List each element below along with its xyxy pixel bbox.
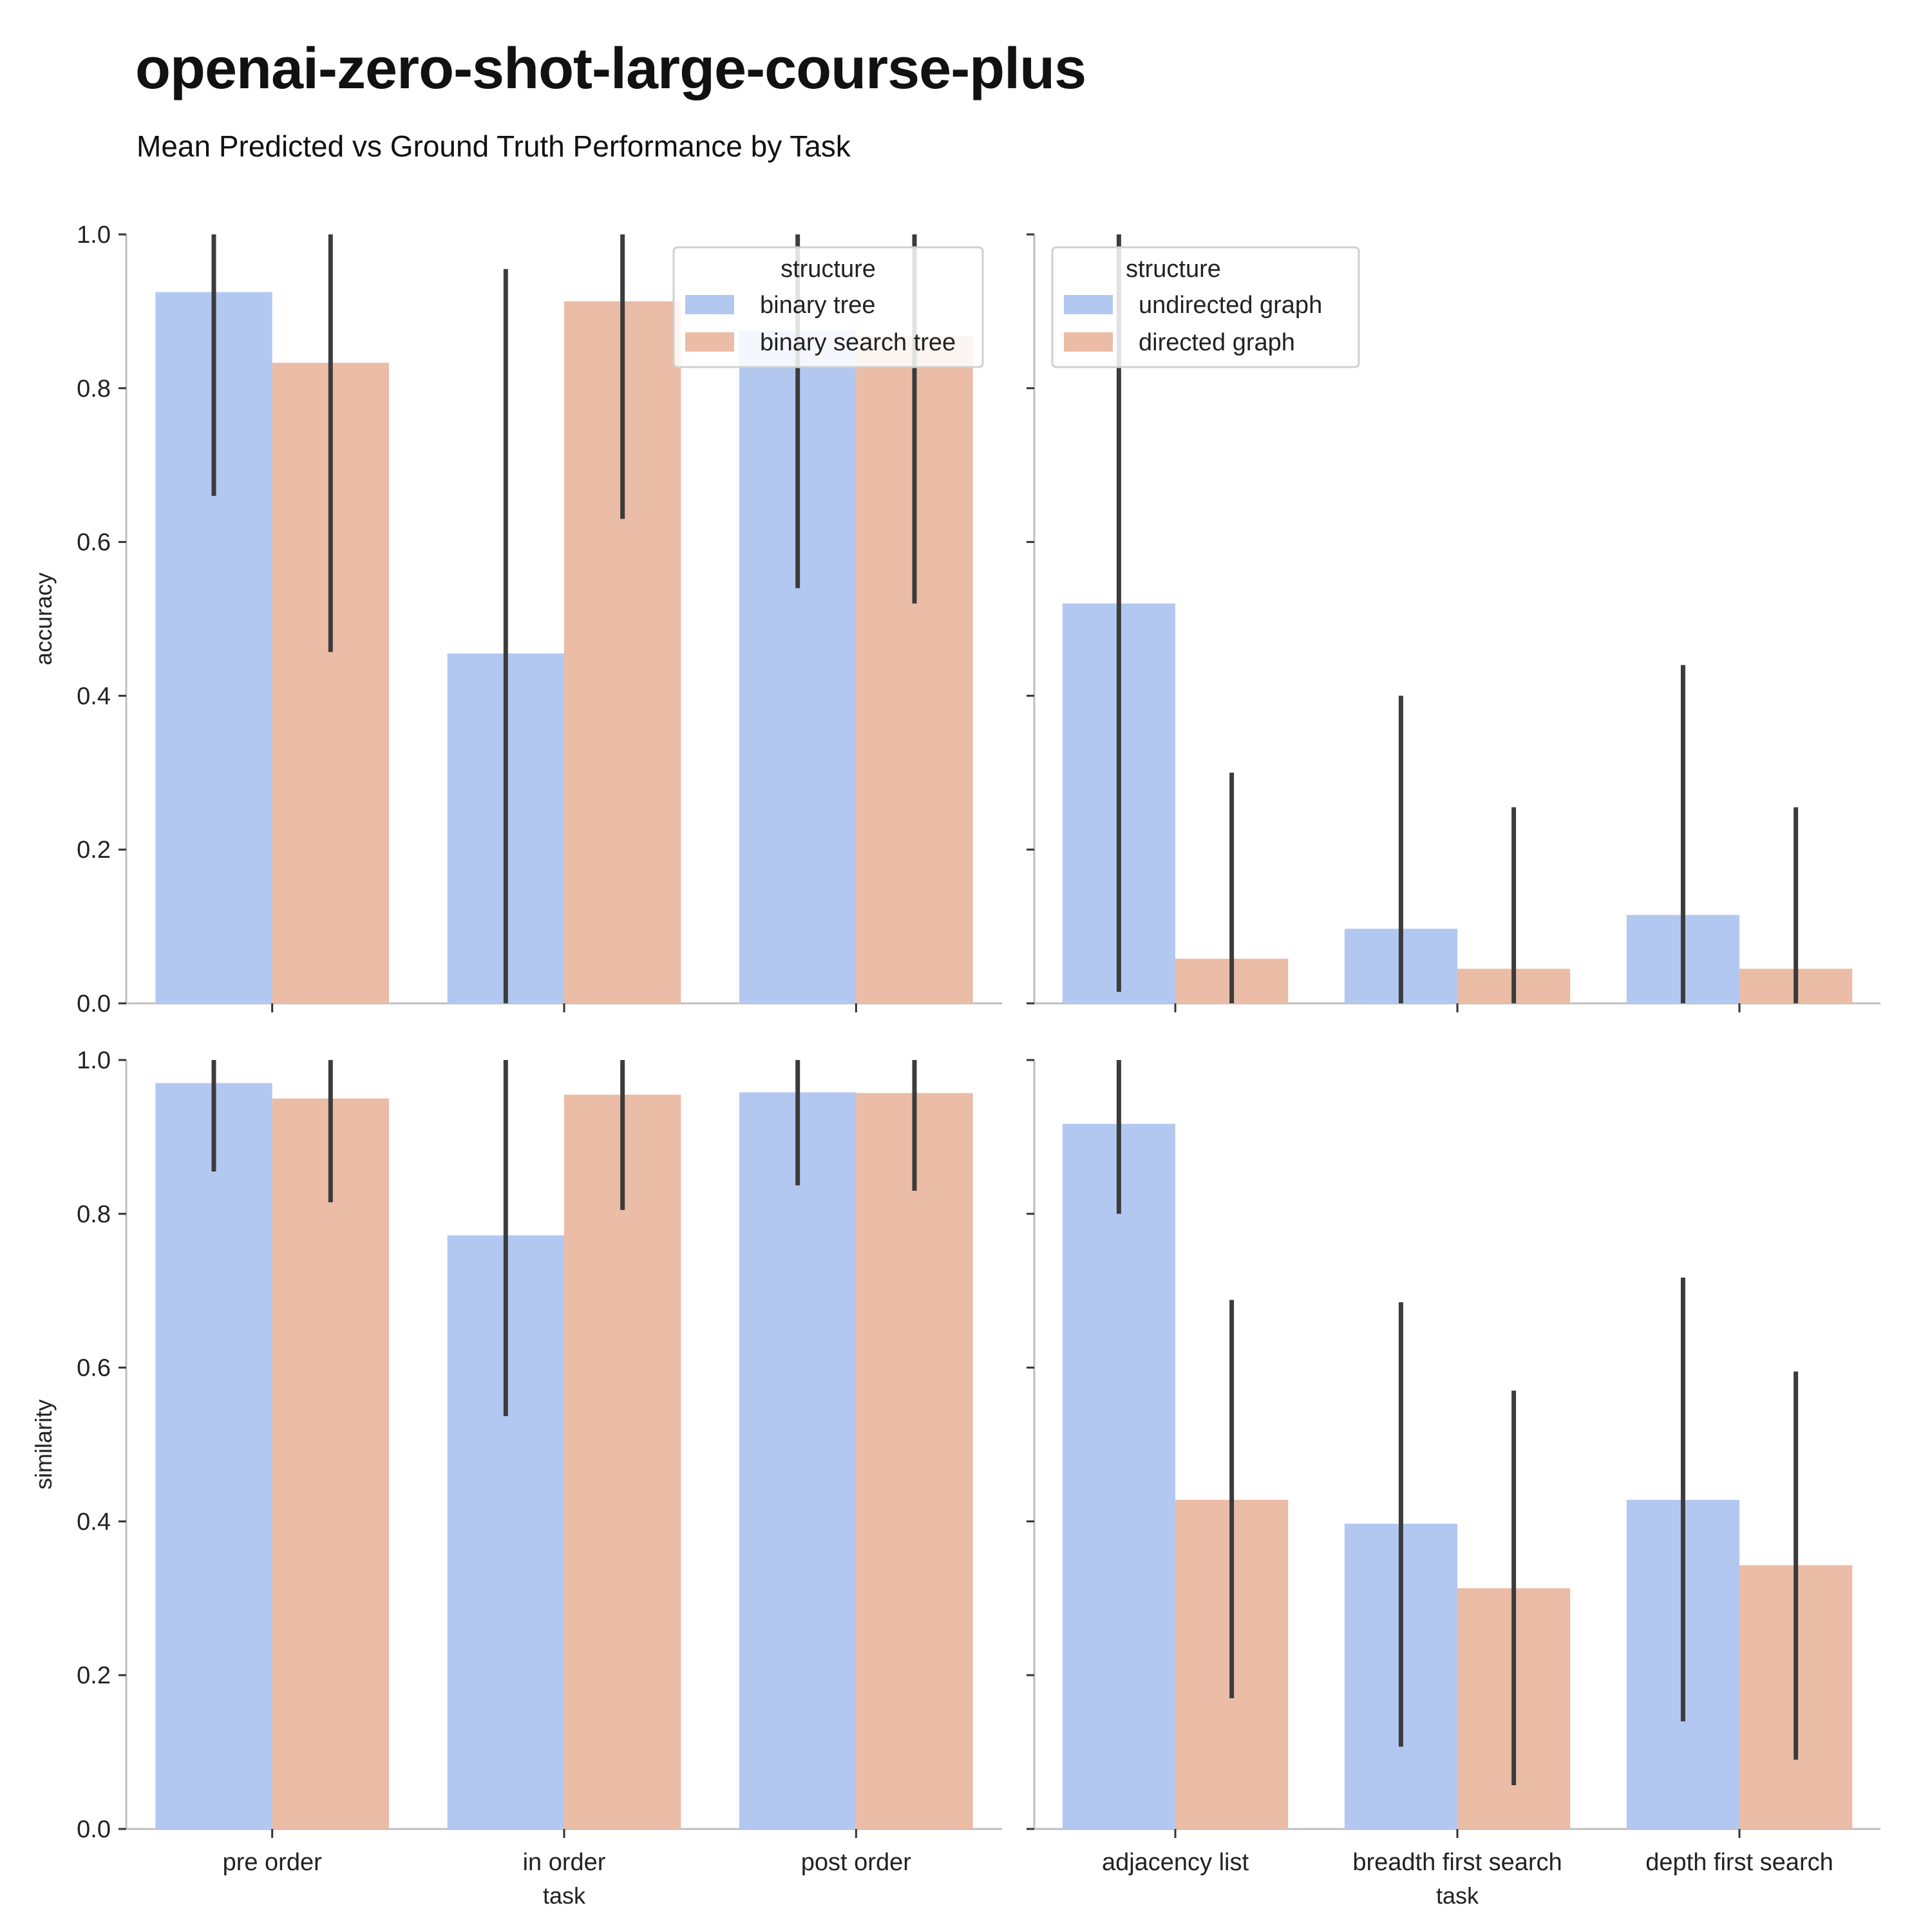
y-tick-label: 1.0 — [77, 222, 111, 249]
y-axis-label: similarity — [30, 1399, 57, 1490]
legend-box — [1051, 246, 1360, 368]
x-tick-label: adjacency list — [1102, 1849, 1249, 1876]
bar — [1062, 1124, 1175, 1829]
legend-title: structure — [1126, 256, 1221, 283]
y-tick-label: 0.2 — [77, 837, 111, 864]
x-tick-label: post order — [801, 1849, 911, 1876]
x-tick-label: in order — [523, 1849, 606, 1876]
y-tick-label: 0.8 — [77, 375, 111, 402]
legend-entry: undirected graph — [1139, 292, 1322, 319]
y-axis-label: accuracy — [30, 573, 57, 665]
chart-title: openai-zero-shot-large-course-plus — [135, 37, 1086, 101]
x-axis-label: task — [543, 1882, 586, 1909]
x-tick-label: breadth first search — [1352, 1849, 1562, 1876]
y-tick-label: 1.0 — [77, 1047, 111, 1074]
y-tick-label: 0.2 — [77, 1662, 111, 1689]
y-tick-label: 0.0 — [77, 990, 111, 1018]
legend-entry: binary search tree — [760, 329, 956, 356]
x-axis-label: task — [1436, 1882, 1479, 1909]
bar — [564, 1094, 681, 1829]
x-tick-label: depth first search — [1645, 1849, 1833, 1876]
bar — [739, 1092, 857, 1829]
legend-swatch — [685, 332, 734, 352]
x-tick-label: pre order — [223, 1849, 323, 1876]
y-tick-label: 0.8 — [77, 1201, 111, 1228]
legend-title: structure — [781, 256, 876, 283]
bar — [155, 1083, 272, 1829]
y-tick-label: 0.4 — [77, 1508, 111, 1535]
legend-entry: directed graph — [1139, 329, 1295, 356]
y-tick-label: 0.6 — [77, 1355, 111, 1382]
y-tick-label: 0.4 — [77, 683, 111, 710]
chart-subtitle: Mean Predicted vs Ground Truth Performan… — [137, 129, 851, 163]
legend-swatch — [685, 295, 734, 314]
y-tick-label: 0.0 — [77, 1816, 111, 1843]
legend-box — [672, 246, 984, 368]
bar — [856, 1093, 973, 1829]
y-tick-label: 0.6 — [77, 529, 111, 556]
bar — [272, 1098, 389, 1829]
legend-swatch — [1064, 332, 1113, 352]
legend-swatch — [1064, 295, 1113, 314]
legend-entry: binary tree — [760, 292, 876, 319]
